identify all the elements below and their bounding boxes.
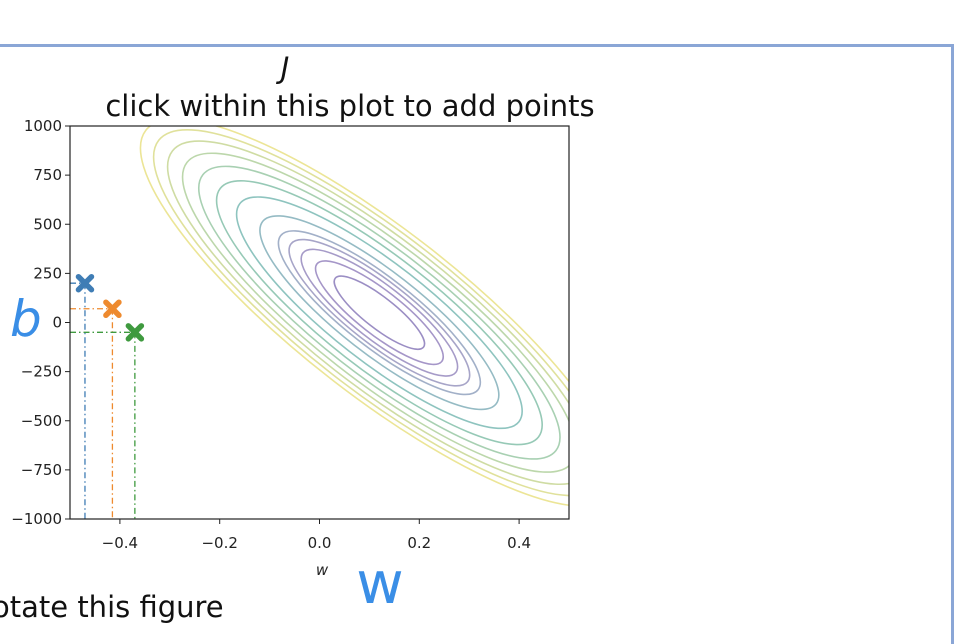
x-tick-label: 0.4 — [507, 534, 531, 552]
y-tick-label: 1000 — [24, 117, 62, 135]
y-tick-label: −1000 — [11, 510, 62, 528]
y-tick-label: −250 — [21, 363, 62, 381]
contour-line — [166, 140, 569, 486]
y-axis: 1000 750 500 250 0 −250 −500 −750 −1000 — [11, 117, 70, 528]
contour-figure[interactable]: J click within this plot to add points −… — [0, 0, 956, 626]
x-tick-label: −0.2 — [201, 534, 237, 552]
y-tick-label: −750 — [21, 461, 62, 479]
annotation-b: b — [10, 290, 42, 348]
contour-line — [333, 275, 426, 351]
x-axis: −0.4 −0.2 0.0 0.2 0.4 — [102, 519, 531, 552]
x-tick-label: −0.4 — [102, 534, 138, 552]
contour-lines — [139, 126, 569, 508]
contour-line — [235, 196, 523, 430]
data-point-marker — [103, 299, 122, 318]
figure-caption: otate this figure — [0, 590, 224, 624]
chart-title: click within this plot to add points — [105, 89, 594, 123]
x-axis-label: w — [316, 561, 329, 579]
contour-line — [215, 179, 543, 446]
contour-line — [197, 165, 561, 460]
x-tick-label: 0.0 — [308, 534, 332, 552]
y-tick-label: 0 — [52, 314, 62, 332]
contour-line — [259, 215, 500, 411]
chart-supertitle: J — [276, 51, 290, 85]
figure-frame — [0, 44, 954, 644]
contour-line — [139, 126, 569, 508]
y-tick-label: 250 — [33, 264, 62, 282]
contour-line — [300, 248, 459, 377]
annotation-w: w — [356, 549, 403, 617]
contour-line — [277, 230, 482, 396]
y-tick-label: 500 — [33, 215, 62, 233]
contour-line — [314, 260, 445, 366]
contour-line — [288, 238, 471, 387]
data-point-marker — [125, 323, 145, 342]
contour-line — [152, 128, 569, 497]
y-tick-label: −500 — [21, 412, 62, 430]
point-guide-lines — [70, 282, 136, 519]
data-points — [75, 273, 145, 342]
y-tick-label: 750 — [33, 166, 62, 184]
x-tick-label: 0.2 — [407, 534, 431, 552]
contour-line — [181, 152, 569, 473]
data-point-marker — [75, 273, 95, 293]
